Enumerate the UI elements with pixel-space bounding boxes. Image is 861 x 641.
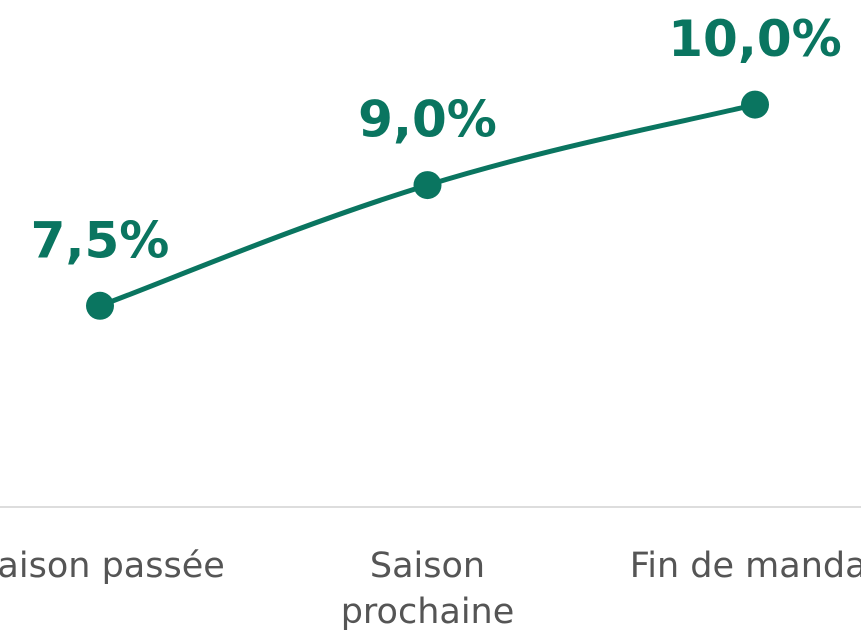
- x-tick-label: Fin de mandat: [629, 546, 861, 586]
- point: [741, 90, 769, 119]
- value-label: 7,5%: [31, 211, 170, 269]
- point: [413, 171, 442, 200]
- x-tick-label: Saison passée: [0, 546, 225, 586]
- value-label: 10,0%: [668, 10, 841, 68]
- x-tick-label: Saison prochaine: [340, 546, 515, 632]
- point: [86, 291, 114, 320]
- value-label: 9,0%: [358, 91, 497, 149]
